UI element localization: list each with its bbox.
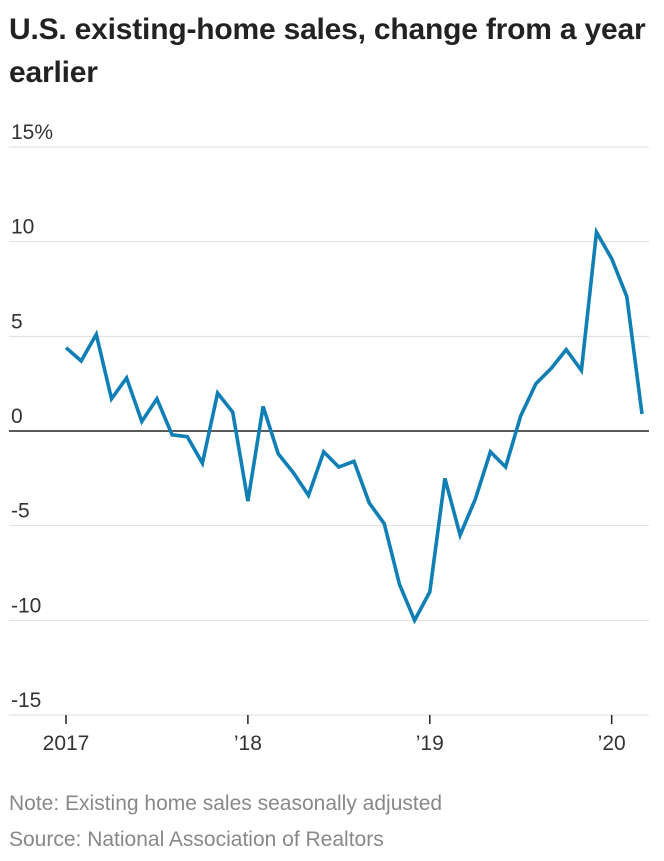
y-tick-label: -10	[11, 594, 41, 617]
x-tick-label: ’20	[598, 732, 626, 755]
y-tick-label: 15%	[11, 121, 53, 144]
chart-note: Note: Existing home sales seasonally adj…	[9, 792, 443, 815]
y-tick-label: 10	[11, 216, 34, 239]
chart-source: Source: National Association of Realtors	[9, 828, 384, 851]
x-tick-label: ’19	[416, 732, 444, 755]
x-axis: 2017 ’18 ’19 ’20	[43, 715, 626, 755]
chart-title: U.S. existing-home sales, change from a …	[9, 13, 646, 89]
x-tick-label: 2017	[43, 732, 90, 755]
gridlines	[9, 146, 649, 716]
series-line	[64, 226, 644, 625]
y-tick-label: -5	[11, 500, 30, 523]
series-layer	[64, 226, 644, 625]
y-tick-label: 5	[11, 310, 23, 333]
y-tick-label: 0	[11, 405, 23, 428]
y-axis-labels: 15% 10 5 0 -5 -10 -15	[11, 121, 53, 712]
x-tick-label: ’18	[234, 732, 262, 755]
y-tick-label: -15	[11, 689, 41, 712]
